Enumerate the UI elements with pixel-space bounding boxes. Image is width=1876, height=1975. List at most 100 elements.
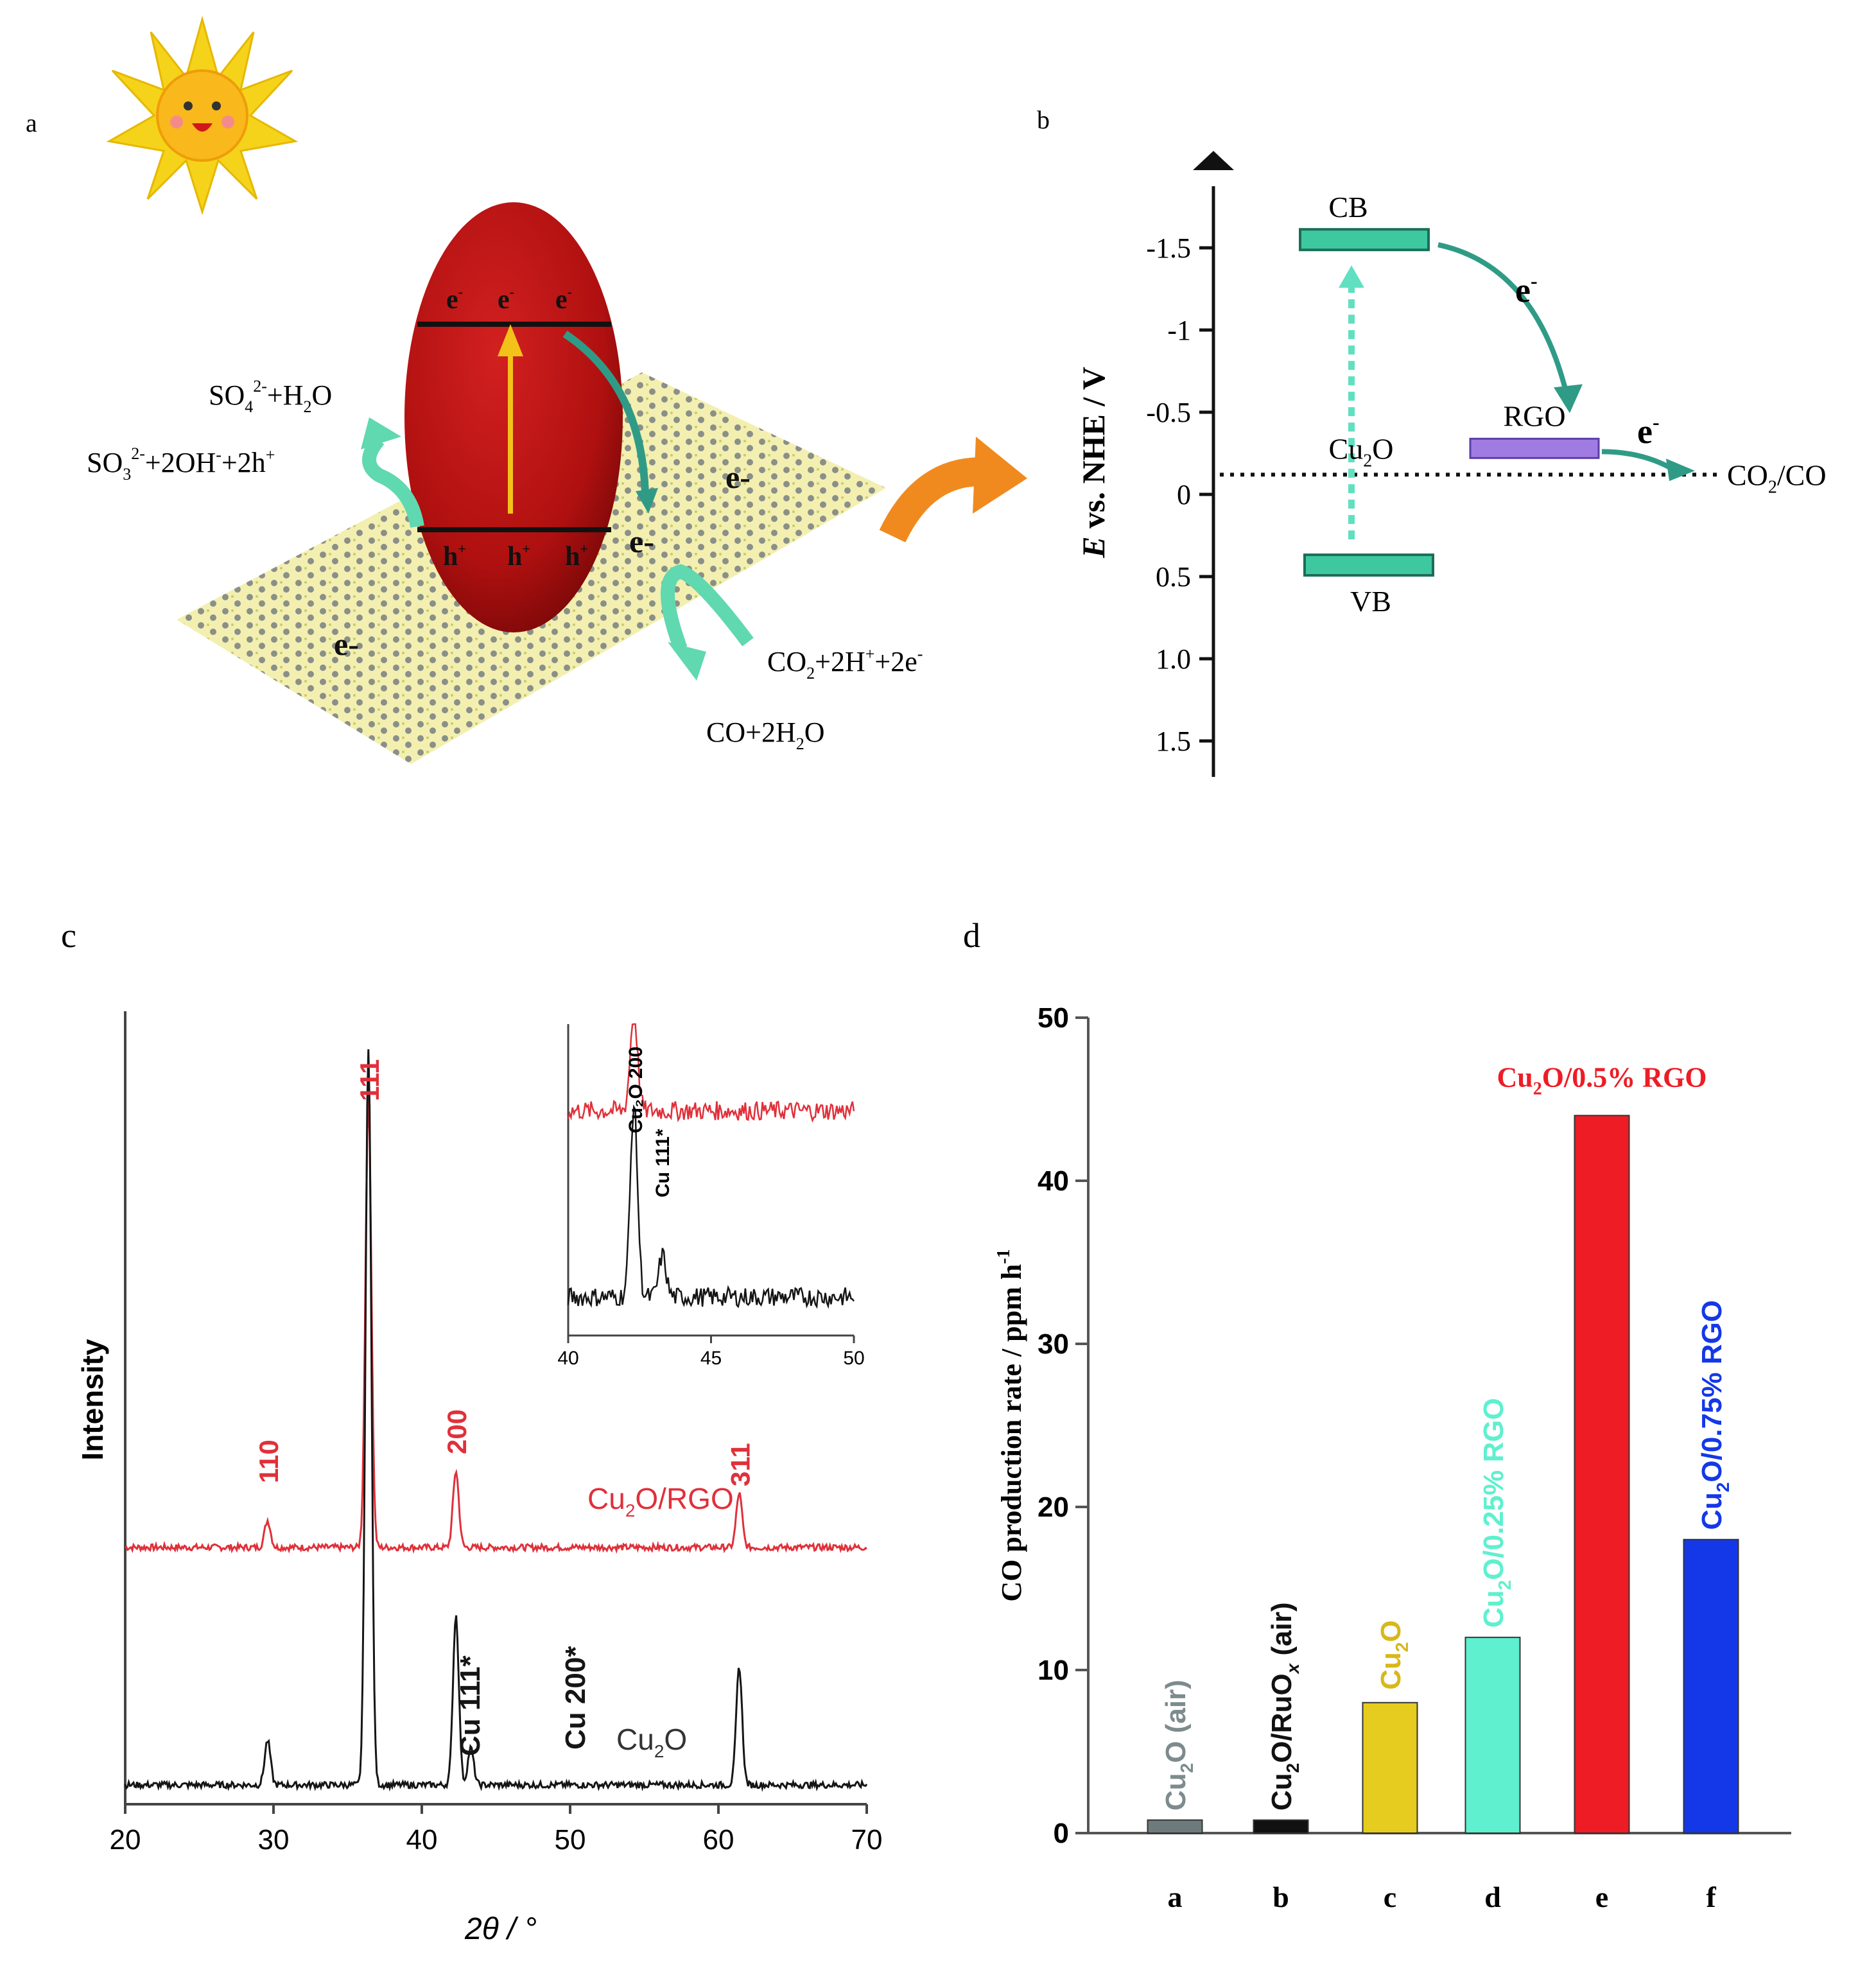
bar-label-b: Cu2O/RuOx (air) [1266,1603,1303,1811]
bar-f [1683,1538,1739,1834]
bar-chart-bars [1147,1115,1739,1834]
xrd-x-ticks: 20 30 40 50 60 70 [110,1804,883,1856]
bar-y-tick-label-5: 50 [1038,1002,1069,1034]
cb-level [1299,228,1430,252]
bar-chart-y-ticks: 0 10 20 30 40 50 [1038,1002,1088,1849]
svg-text:h+: h+ [443,541,466,571]
xrd-y-axis-label: Intensity [76,1339,109,1461]
inset-cu-111-label: Cu 111* [652,1129,673,1197]
xrd-cu-peak-label-1: Cu 200* [560,1646,591,1750]
inset-series-cu2o-rgo [567,1023,855,1123]
electron-label-1: e- [1515,269,1538,309]
energy-levels [1220,228,1721,577]
inset-x-tick-label-1: 45 [700,1348,722,1369]
pointer-arrow [879,457,987,543]
axis-arrow-icon [1193,151,1234,170]
panel-b-svg: b -1.5-1-0.500.51.01.5 E vs. NHE / V CB … [1037,105,1827,777]
inset-x-tick-label-2: 50 [843,1348,864,1369]
svg-text:e-: e- [629,523,654,559]
sulfate-reaction-label: SO42-+H2O [209,377,332,416]
rgo-level [1469,437,1600,459]
energy-tick-label-2: -0.5 [1146,397,1191,428]
bar-d [1464,1637,1521,1834]
cb-label: CB [1328,191,1368,223]
sheet-electrons: e- e- e- [334,459,751,662]
panel-a-letter: a [26,109,37,137]
bar-category-d: d [1484,1881,1501,1913]
xrd-x-tick-label-2: 40 [406,1824,438,1856]
bar-y-tick-label-1: 10 [1038,1655,1069,1686]
bar-y-tick-label-0: 0 [1054,1818,1069,1849]
xrd-peak-label-311: 311 [725,1443,755,1486]
bar-y-tick-label-4: 40 [1038,1165,1069,1197]
xrd-peak-labels: 110 111 200 311 Cu 111* Cu 200* [254,1059,756,1756]
panel-a-svg: a e- e- e- h+ h+ h+ e- e- e- SO4 [26,15,1027,764]
panel-c-letter: c [61,916,76,955]
bar-y-tick-label-2: 20 [1038,1492,1069,1523]
vb-label: VB [1350,585,1391,618]
bar-y-tick-label-3: 30 [1038,1328,1069,1360]
xrd-x-tick-label-5: 70 [851,1824,883,1856]
xrd-x-tick-label-1: 30 [258,1824,290,1856]
co-product-label: CO+2H2O [706,717,825,753]
energy-tick-label-4: 0.5 [1156,561,1191,593]
bar-label-f: Cu2O/0.75% RGO [1696,1300,1733,1530]
vb-level [1303,553,1434,577]
bar-label-a: Cu2O (air) [1160,1680,1197,1811]
panel-c-svg: c 20 30 40 50 60 70 2θ / ° Intensity 110 111 20… [61,916,883,1946]
inset-x-tick-label-0: 40 [557,1348,578,1369]
energy-tick-label-5: 1.0 [1156,643,1191,675]
co2-reaction-label: CO2+2H++2e- [767,645,923,683]
bar-category-a: a [1168,1881,1183,1913]
inset-cu2o-200-label: Cu₂O 200 [625,1047,647,1133]
xrd-cu-peak-label-0: Cu 111* [455,1655,486,1756]
xrd-series-cu2o-rgo [125,1097,867,1554]
cb-electrons: e- e- e- [446,284,572,315]
xrd-x-tick-label-4: 60 [703,1824,734,1856]
bar-e [1574,1115,1630,1834]
bar-chart-categories: a b c d e f [1168,1881,1717,1913]
bar-category-b: b [1272,1881,1289,1913]
inset-series-cu2o [567,1104,855,1309]
svg-text:h+: h+ [507,541,530,571]
bar-a [1147,1819,1203,1834]
energy-tick-label-3: 0 [1177,479,1191,510]
panel-b-letter: b [1037,105,1050,134]
inset-x-ticks: 40 45 50 [557,1336,865,1369]
xrd-peak-label-111: 111 [354,1059,385,1101]
bar-label-d: Cu2O/0.25% RGO [1478,1398,1515,1628]
bar-b [1253,1819,1309,1834]
vb-holes: h+ h+ h+ [443,541,588,571]
sulfite-reaction-label: SO32-+2OH-+2h+ [87,444,275,483]
electron-transfer-arrow [562,331,649,495]
svg-text:e-: e- [446,284,463,315]
xrd-inset: 40 45 50 Cu₂O 200 Cu 111* [557,1023,865,1369]
energy-tick-label-1: -1 [1167,315,1191,346]
co2-co-label: CO2/CO [1727,458,1827,497]
panel-c-xrd-pattern: c 20 30 40 50 60 70 2θ / ° Intensity 110 111 20… [0,886,931,1972]
panel-d-svg: d 0 10 20 30 40 50 CO production rate / ppm h… [963,916,1791,1913]
panel-a-photocatalysis-scheme: a e- e- e- h+ h+ h+ e- e- e- SO4 [0,0,1027,835]
bar-category-f: f [1706,1881,1716,1913]
bar-category-c: c [1384,1881,1396,1913]
bar-label-c: Cu2O [1375,1620,1412,1689]
cu2o-rgo-series-label: Cu2O/RGO [587,1482,734,1520]
xrd-x-axis-label: 2θ / ° [464,1912,537,1946]
xrd-series-cu2o [124,1049,868,1792]
svg-text:e-: e- [334,626,359,662]
energy-axis-label: E vs. NHE / V [1075,367,1111,559]
electron-label-2: e- [1637,410,1660,451]
xrd-peak-label-200: 200 [442,1409,472,1454]
energy-tick-label-0: -1.5 [1146,232,1191,264]
xrd-peak-label-110: 110 [254,1440,284,1483]
cu2o-label: Cu2O [1329,432,1394,471]
svg-text:e-: e- [498,284,514,315]
xrd-axes [124,1011,867,1805]
panel-b-band-diagram: b -1.5 -1 -0.5 0 0.5 1.0 1.5 E vs. NHE / V CB … [1027,0,1876,835]
rgo-label: RGO [1503,399,1565,432]
cu2o-particle [404,202,623,632]
bar-chart-axes [1087,1018,1791,1834]
svg-text:h+: h+ [565,541,588,571]
energy-axis-ticks: -1.5 -1 -0.5 0 0.5 1.0 1.5 [1146,232,1213,757]
oxidation-arrow [362,435,424,528]
